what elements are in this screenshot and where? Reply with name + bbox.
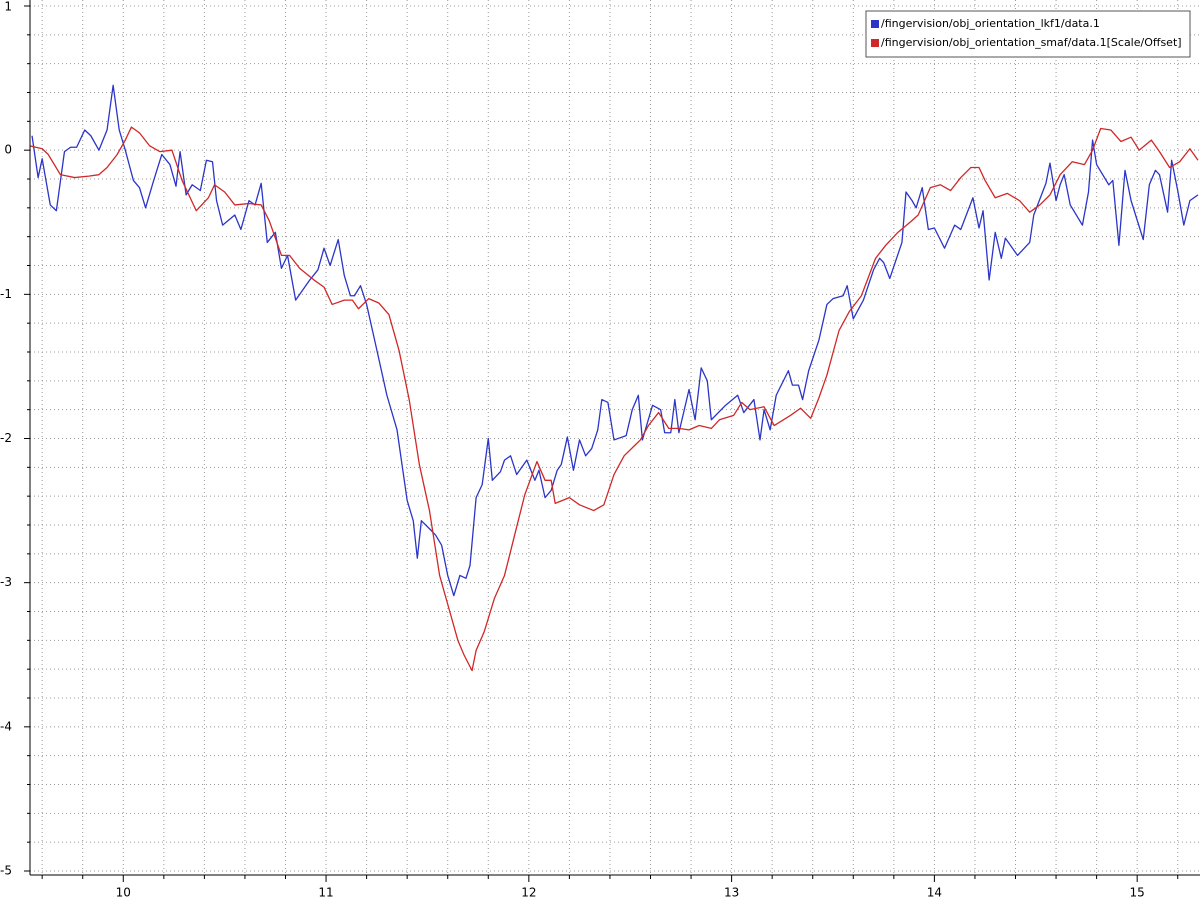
x-tick-label: 15 [1130,886,1145,900]
x-tick-label: 13 [724,886,739,900]
series-line [29,126,1199,672]
grid [30,0,1200,875]
y-tick-label: -1 [0,287,12,301]
legend-label: /fingervision/obj_orientation_lkf1/data.… [881,17,1100,30]
legend-label: /fingervision/obj_orientation_smaf/data.… [881,36,1182,49]
lines [29,84,1199,672]
legend-box [865,10,1191,58]
y-tick-label: -3 [0,575,12,589]
series-line [31,84,1199,597]
y-tick-label: -2 [0,431,12,445]
legend: /fingervision/obj_orientation_lkf1/data.… [865,10,1191,58]
y-tick-label: -5 [0,864,12,878]
y-tick-label: -4 [0,719,12,733]
x-tick-label: 12 [521,886,536,900]
x-tick-label: 14 [927,886,942,900]
x-tick-label: 11 [318,886,333,900]
x-tick-label: 10 [116,886,131,900]
y-tick-label: 1 [4,0,12,14]
y-tick-label: 0 [4,143,12,157]
legend-swatch [871,39,879,47]
legend-swatch [871,20,879,28]
